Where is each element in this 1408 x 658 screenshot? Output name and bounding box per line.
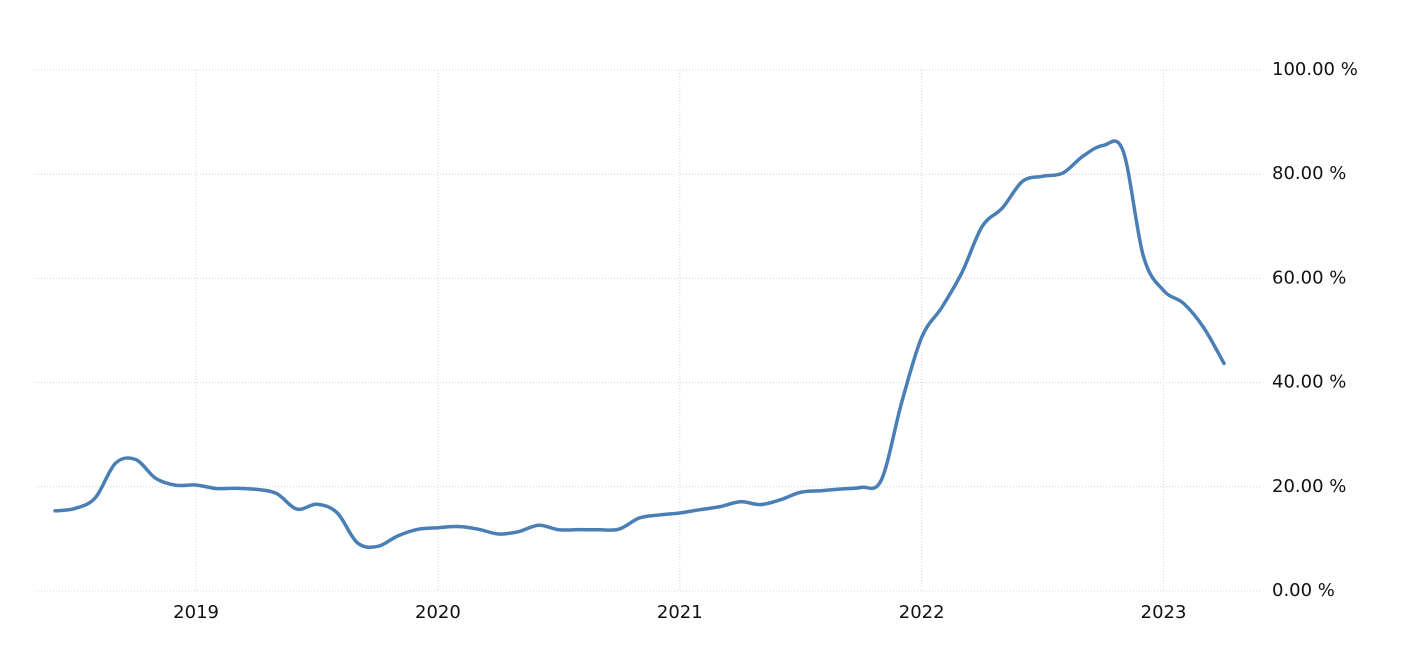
y-tick-label: 60.00 % — [1272, 267, 1346, 288]
y-tick-label: 20.00 % — [1272, 476, 1346, 497]
x-tick-label: 2019 — [173, 602, 219, 623]
y-tick-label: 40.00 % — [1272, 372, 1346, 393]
x-tick-label: 2023 — [1141, 602, 1187, 623]
x-tick-label: 2020 — [415, 602, 461, 623]
x-tick-label: 2022 — [899, 602, 945, 623]
line — [53, 139, 1226, 550]
y-tick-label: 0.00 % — [1272, 580, 1335, 601]
x-tick-label: 2021 — [657, 602, 703, 623]
y-tick-label: 80.00 % — [1272, 163, 1346, 184]
y-tick-label: 100.00 % — [1272, 59, 1358, 80]
